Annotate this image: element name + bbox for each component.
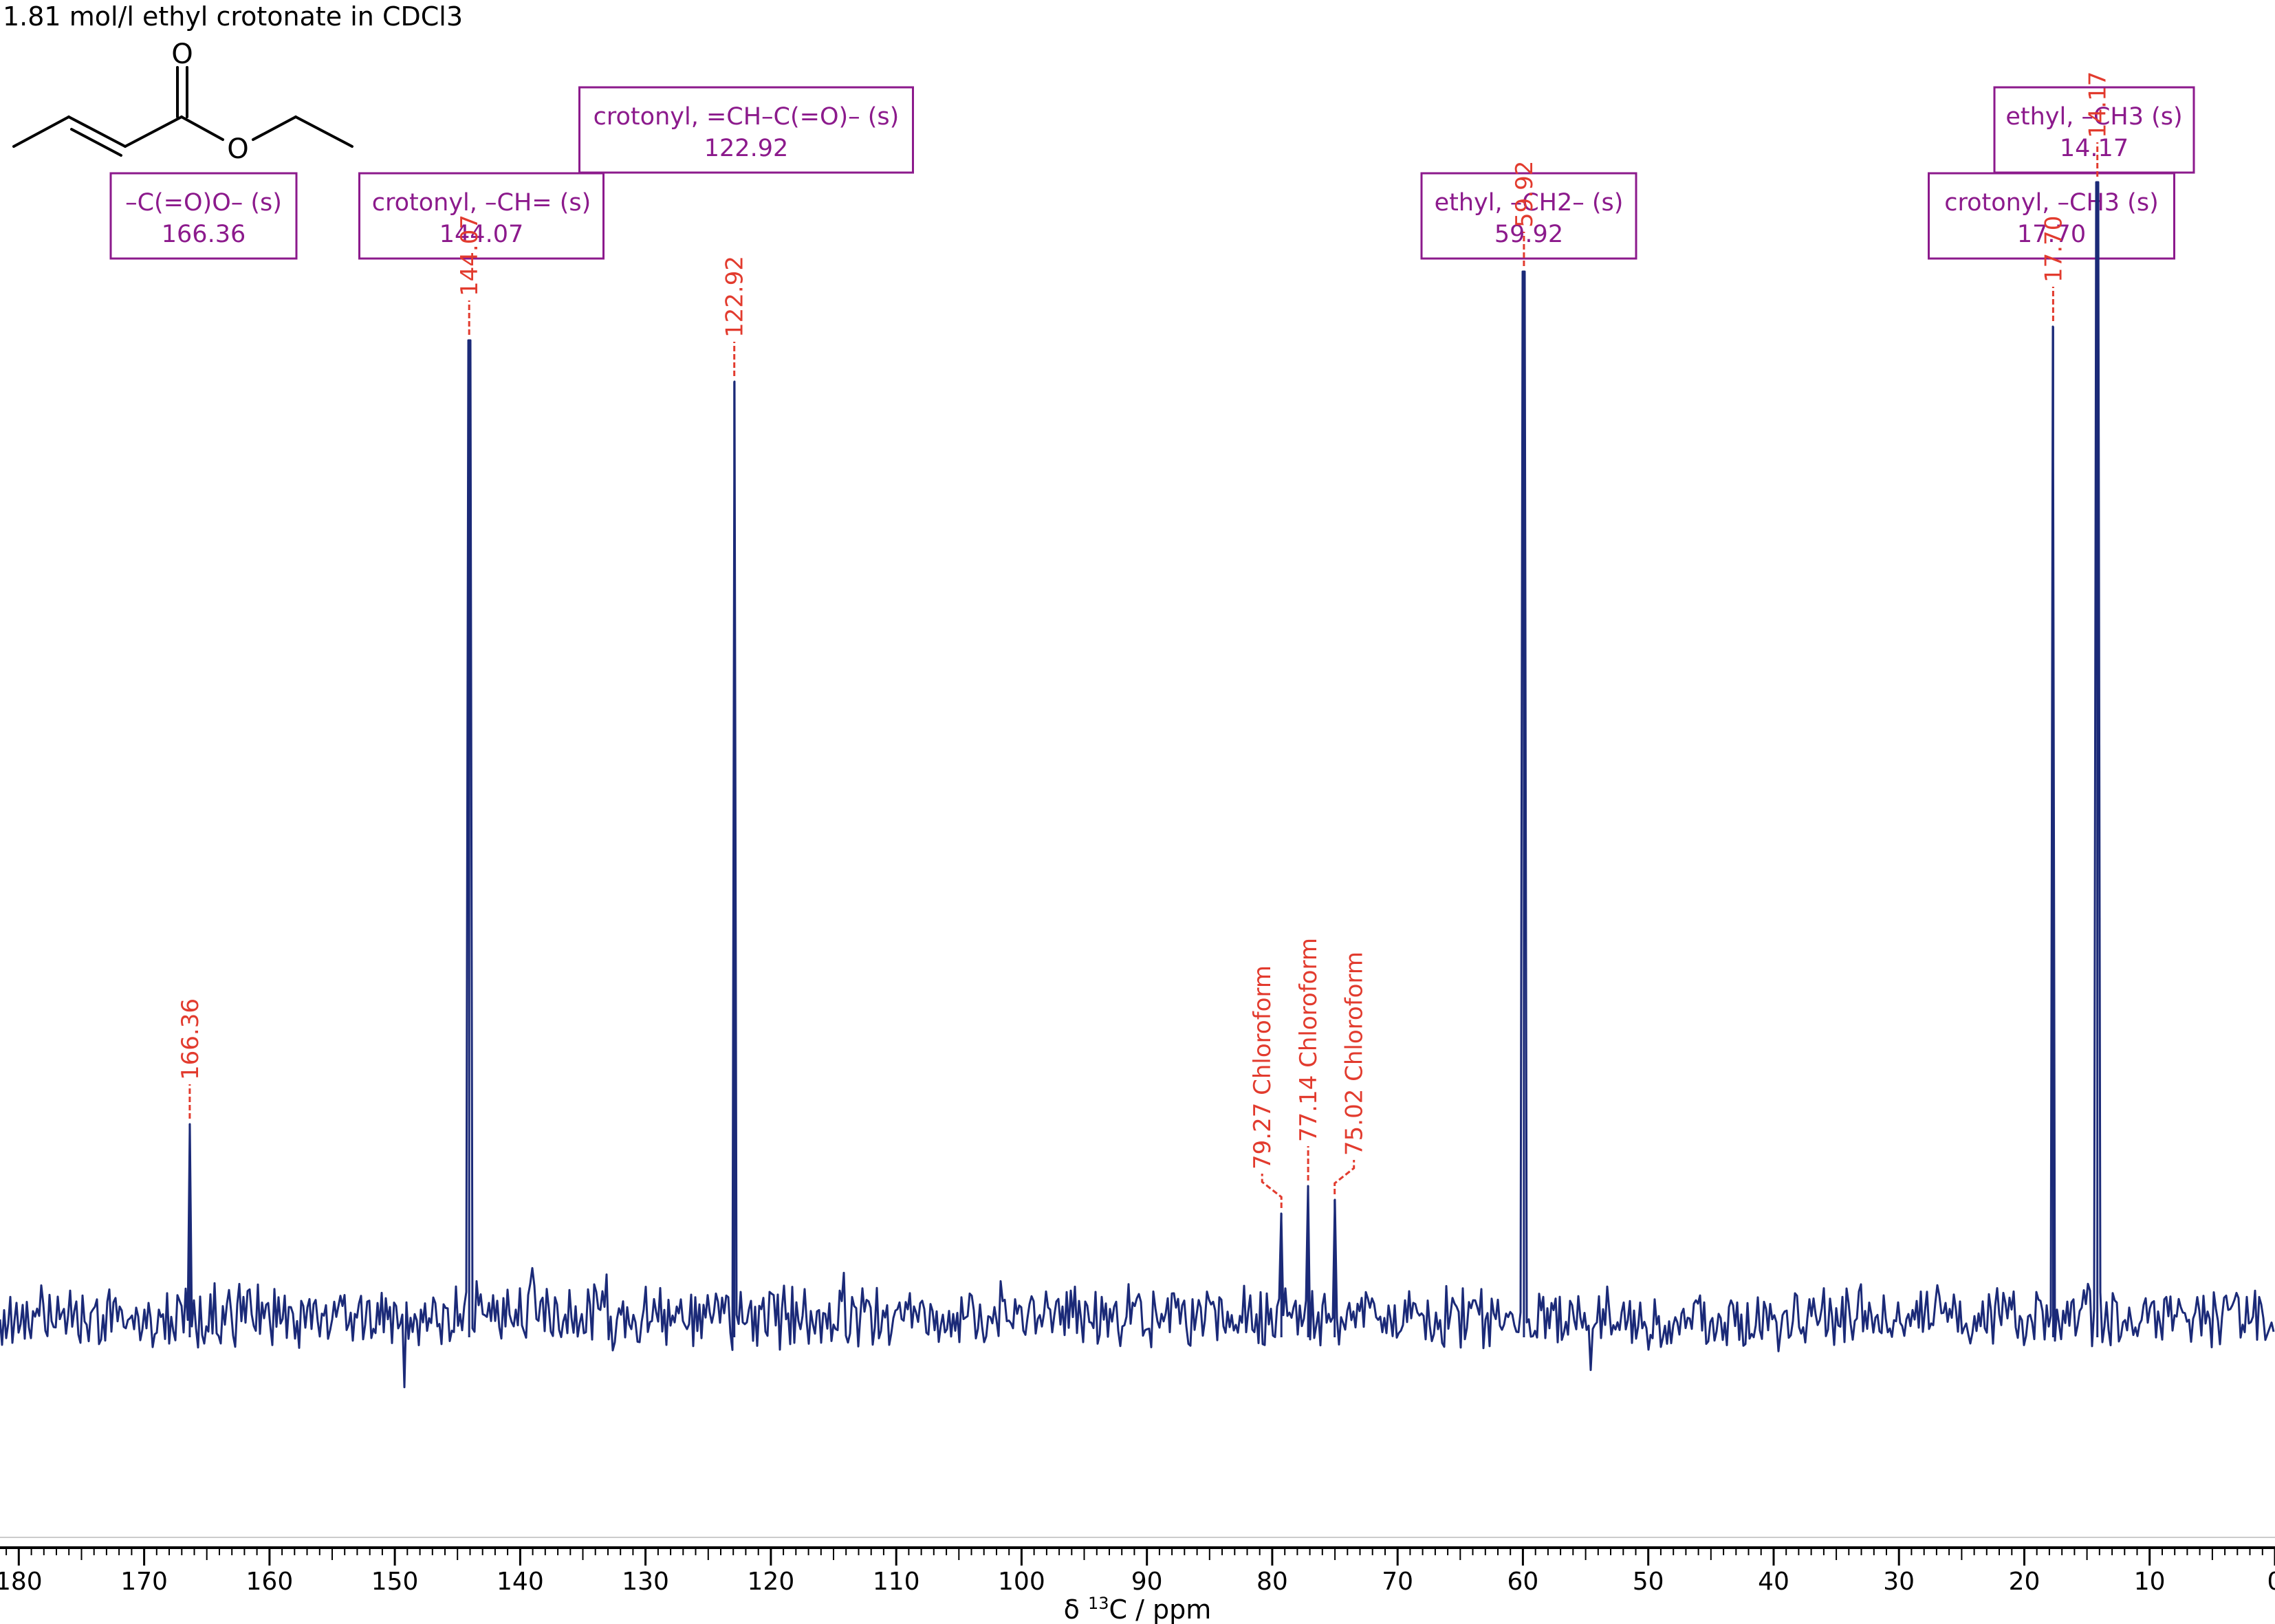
assignment-box-frame <box>1420 172 1637 260</box>
assignment-box-frame <box>1993 86 2195 174</box>
x-axis-label-superscript: 13 <box>1088 1594 1109 1613</box>
assignment-name: crotonyl, =CH–C(=O)– (s) <box>594 103 900 131</box>
assignment-box: –C(=O)O– (s) 166.36 <box>109 172 298 260</box>
peak-label-text: 77.14 Chloroform <box>1295 938 1322 1142</box>
structure-bond <box>12 116 70 148</box>
x-axis-tick-label: 0 <box>2267 1568 2275 1596</box>
peak-label: 14.17 <box>2084 72 2112 177</box>
peak-label-text: 14.17 <box>2084 72 2112 138</box>
assignment-value: 144.07 <box>439 221 523 248</box>
peak-label-leader <box>1334 1160 1356 1194</box>
assignment-box: crotonyl, –CH= (s) 144.07 <box>358 172 605 260</box>
peak-label: 122.92 <box>721 256 749 376</box>
structure-carbonyl-oxygen: O <box>171 39 193 70</box>
peak-label: 77.14 Chloroform <box>1295 938 1322 1181</box>
x-axis-tick-label: 140 <box>497 1568 544 1596</box>
assignment-labels: –C(=O)O– (s) 166.36 crotonyl, –CH= (s) 144.… <box>109 86 2195 260</box>
x-axis-tick-label: 160 <box>246 1568 294 1596</box>
structure-bond <box>67 116 127 148</box>
x-axis-tick-label: 90 <box>1131 1568 1163 1596</box>
structure-bond <box>180 116 224 141</box>
peak-label: 59.92 <box>1511 161 1538 266</box>
assignment-name: crotonyl, –CH3 (s) <box>1944 189 2158 217</box>
assignment-value: 122.92 <box>704 135 788 162</box>
chart-title: 1.81 mol/l ethyl crotonate in CDCl3 <box>3 1 464 32</box>
x-axis-tick-label: 60 <box>1507 1568 1538 1596</box>
assignment-name: ethyl, –CH3 (s) <box>2005 103 2182 131</box>
peak-label: 79.27 Chloroform <box>1249 965 1283 1208</box>
peak-label-text: 59.92 <box>1511 161 1538 228</box>
peak-label-text: 166.36 <box>177 998 204 1080</box>
assignment-box-frame <box>109 172 298 260</box>
peak-label-text: 144.07 <box>456 215 483 296</box>
structure-bond <box>252 116 297 141</box>
assignment-value: 59.92 <box>1494 221 1563 248</box>
x-axis-tick-label: 80 <box>1256 1568 1288 1596</box>
assignment-box-frame <box>1928 172 2175 260</box>
assignment-name: crotonyl, –CH= (s) <box>372 189 591 217</box>
peak-labels: 166.36 144.07 122.92 79.27 Chloroform 77.14 … <box>177 72 2112 1208</box>
peak-label: 144.07 <box>456 215 483 335</box>
ethyl-crotonate-structure <box>12 66 353 157</box>
x-axis-label-prefix: δ <box>1064 1594 1088 1624</box>
x-axis-tick-label: 30 <box>1883 1568 1915 1596</box>
peak-label-text: 17.70 <box>2040 216 2067 283</box>
x-axis-tick-label: 120 <box>748 1568 795 1596</box>
x-axis-tick-label: 20 <box>2009 1568 2040 1596</box>
x-axis-tick-label: 50 <box>1633 1568 1664 1596</box>
peak-label-text: 122.92 <box>721 256 749 338</box>
structure-double-bond <box>70 128 122 157</box>
structure-bond <box>294 116 353 148</box>
structure-ester-oxygen: O <box>227 133 248 165</box>
assignment-value: 14.17 <box>2060 135 2129 162</box>
x-axis-tick-label: 110 <box>873 1568 920 1596</box>
peak-label-text: 79.27 Chloroform <box>1249 965 1276 1170</box>
x-axis: 180 170 160 150 140 130 120 110 100 90 80 70 60 50 40 3… <box>0 1537 2275 1596</box>
peak-label-text: 75.02 Chloroform <box>1341 952 1369 1156</box>
x-axis-label-suffix: C / ppm <box>1109 1594 1212 1624</box>
structure-bond <box>124 116 183 148</box>
assignment-box-frame <box>578 86 914 174</box>
peak-label: 166.36 <box>177 998 204 1119</box>
x-axis-tick-label: 40 <box>1758 1568 1789 1596</box>
x-axis-tick-label: 150 <box>371 1568 419 1596</box>
assignment-box: crotonyl, –CH3 (s) 17.70 <box>1928 172 2175 260</box>
x-axis-tick-label: 100 <box>998 1568 1045 1596</box>
assignment-box: crotonyl, =CH–C(=O)– (s) 122.92 <box>578 86 914 174</box>
spectrum-trace <box>0 181 2275 1389</box>
assignment-value: 166.36 <box>162 221 246 248</box>
assignment-name: –C(=O)O– (s) <box>125 189 282 217</box>
peak-label-leader <box>1261 1174 1283 1208</box>
assignment-box: ethyl, –CH2– (s) 59.92 <box>1420 172 1637 260</box>
assignment-value: 17.70 <box>2017 221 2086 248</box>
assignment-box: ethyl, –CH3 (s) 14.17 <box>1993 86 2195 174</box>
x-axis-tick-label: 180 <box>0 1568 43 1596</box>
assignment-box-frame <box>358 172 605 260</box>
x-axis-tick-label: 10 <box>2134 1568 2166 1596</box>
peak-label: 75.02 Chloroform <box>1334 952 1369 1194</box>
peak-label: 17.70 <box>2040 216 2067 321</box>
assignment-name: ethyl, –CH2– (s) <box>1435 189 1624 217</box>
x-axis-tick-label: 70 <box>1382 1568 1413 1596</box>
x-axis-tick-label: 170 <box>120 1568 168 1596</box>
x-axis-label: δ 13C / ppm <box>1064 1594 1212 1624</box>
x-axis-tick-label: 130 <box>622 1568 669 1596</box>
